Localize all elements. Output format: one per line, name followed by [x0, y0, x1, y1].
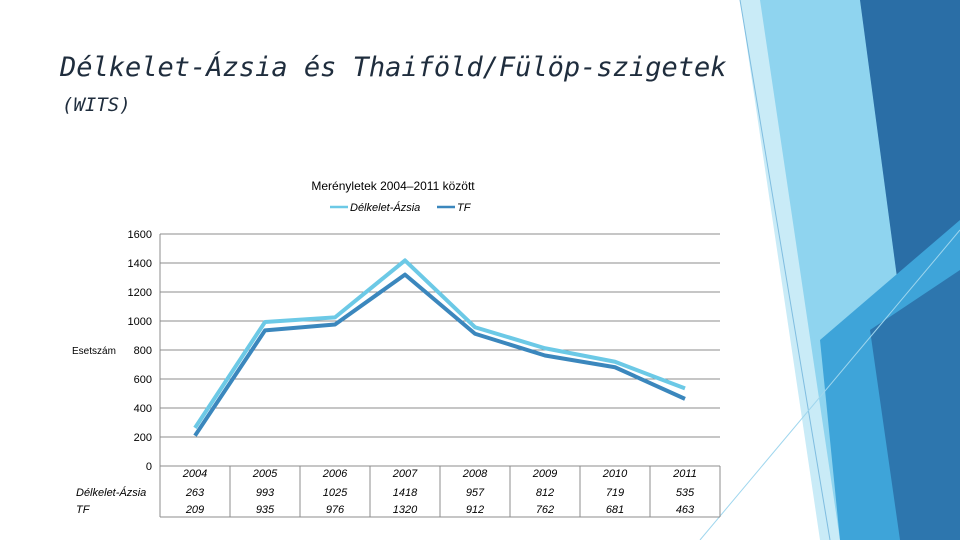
deco-mid-shape-2 [870, 270, 960, 540]
x-category-label: 2011 [672, 468, 697, 480]
deco-line [739, 0, 831, 540]
series-line-1 [193, 258, 686, 429]
x-category-label: 2006 [322, 468, 348, 480]
table-cell: 976 [326, 504, 345, 516]
y-axis-label: Esetszám [72, 346, 116, 357]
x-category-label: 2007 [392, 468, 418, 480]
y-tick-label: 1400 [128, 258, 152, 270]
table-cell: 209 [185, 504, 204, 516]
table-row-label-1: Délkelet-Ázsia [76, 486, 146, 499]
y-tick-label: 200 [134, 432, 152, 444]
legend-label-2: TF [457, 202, 472, 214]
x-category-label: 2009 [532, 468, 557, 480]
table-cell: 957 [466, 487, 485, 499]
x-category-label: 2004 [182, 468, 207, 480]
table-cell: 812 [536, 487, 554, 499]
table-cell: 1320 [393, 504, 418, 516]
table-cell: 935 [256, 504, 275, 516]
table-cell: 681 [606, 504, 624, 516]
table-cell: 912 [466, 504, 484, 516]
slide-subtitle: (WITS) [62, 94, 131, 116]
deco-line-2 [699, 229, 960, 540]
table-cell: 762 [536, 504, 554, 516]
table-cell: 463 [676, 504, 695, 516]
legend-label-1: Délkelet-Ázsia [350, 201, 420, 214]
table-cell: 993 [256, 487, 275, 499]
y-tick-label: 800 [134, 345, 152, 357]
table-cell: 719 [606, 487, 624, 499]
table-row-label-2: TF [76, 504, 91, 516]
table-cell: 263 [185, 487, 205, 499]
y-tick-label: 0 [146, 461, 152, 473]
y-tick-label: 1600 [128, 229, 152, 241]
slide-title: Délkelet-Ázsia és Thaiföld/Fülöp-szigete… [60, 52, 727, 83]
y-tick-label: 600 [134, 374, 152, 386]
y-tick-label: 400 [134, 403, 152, 415]
y-tick-label: 1000 [128, 316, 152, 328]
table-cell: 1025 [323, 487, 348, 499]
deco-dark-shape [860, 0, 960, 300]
x-category-label: 2005 [252, 468, 278, 480]
series-line-2 [193, 272, 686, 437]
table-cell: 1418 [393, 487, 418, 499]
table-cell: 535 [676, 487, 695, 499]
x-category-label: 2008 [462, 468, 488, 480]
x-category-label: 2010 [602, 468, 628, 480]
chart-title: Merényletek 2004–2011 között [311, 179, 475, 193]
y-tick-label: 1200 [128, 287, 152, 299]
